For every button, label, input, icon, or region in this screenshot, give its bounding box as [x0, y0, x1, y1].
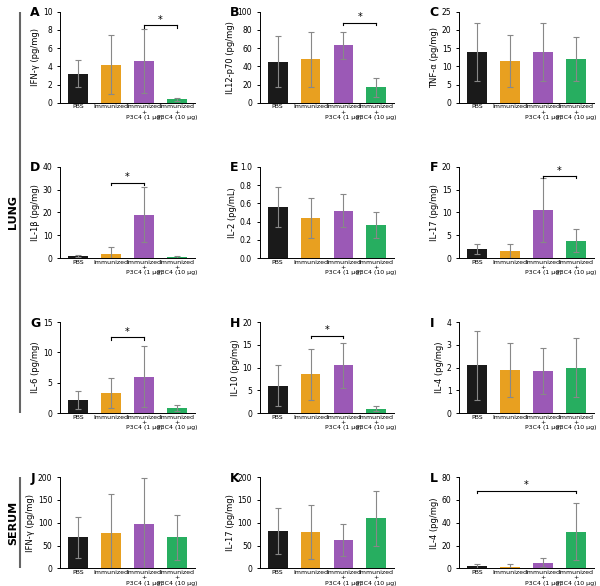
- Y-axis label: IL-1β (pg/mg): IL-1β (pg/mg): [31, 184, 40, 241]
- Bar: [566, 59, 586, 103]
- Y-axis label: IFN-γ (pg/mg): IFN-γ (pg/mg): [26, 494, 35, 552]
- Text: *: *: [158, 15, 163, 25]
- Bar: [334, 365, 353, 413]
- Bar: [301, 532, 320, 568]
- Bar: [500, 370, 520, 413]
- Bar: [533, 563, 553, 568]
- Text: *: *: [125, 172, 130, 182]
- Bar: [101, 254, 121, 258]
- Bar: [500, 251, 520, 258]
- Bar: [334, 540, 353, 568]
- Text: *: *: [358, 12, 362, 22]
- Bar: [268, 207, 287, 258]
- Bar: [134, 215, 154, 258]
- Bar: [467, 566, 487, 568]
- Bar: [268, 531, 287, 568]
- Y-axis label: IL-4 (pg/mg): IL-4 (pg/mg): [430, 497, 439, 548]
- Y-axis label: TNF-α (pg/mg): TNF-α (pg/mg): [430, 27, 439, 88]
- Bar: [167, 257, 187, 258]
- Y-axis label: IL-2 (pg/mL): IL-2 (pg/mL): [228, 187, 237, 238]
- Text: C: C: [430, 6, 439, 19]
- Text: *: *: [125, 327, 130, 337]
- Bar: [101, 393, 121, 413]
- Bar: [167, 537, 187, 568]
- Text: I: I: [430, 316, 434, 329]
- Text: J: J: [31, 472, 35, 485]
- Text: A: A: [31, 6, 40, 19]
- Y-axis label: IL12-p70 (pg/mg): IL12-p70 (pg/mg): [226, 21, 235, 94]
- Bar: [467, 365, 487, 413]
- Bar: [68, 74, 88, 103]
- Bar: [566, 367, 586, 413]
- Bar: [268, 386, 287, 413]
- Bar: [167, 100, 187, 103]
- Bar: [134, 524, 154, 568]
- Bar: [334, 211, 353, 258]
- Bar: [134, 61, 154, 103]
- Bar: [367, 408, 386, 413]
- Bar: [68, 537, 88, 568]
- Text: *: *: [557, 165, 562, 176]
- Bar: [533, 371, 553, 413]
- Y-axis label: IL-17 (pg/mg): IL-17 (pg/mg): [430, 184, 439, 241]
- Bar: [134, 377, 154, 413]
- Bar: [533, 210, 553, 258]
- Text: D: D: [31, 161, 41, 175]
- Bar: [566, 241, 586, 258]
- Bar: [301, 374, 320, 413]
- Text: *: *: [524, 481, 529, 490]
- Y-axis label: IFN-γ (pg/mg): IFN-γ (pg/mg): [31, 28, 40, 86]
- Bar: [566, 532, 586, 568]
- Text: G: G: [31, 316, 41, 329]
- Y-axis label: IL-4 (pg/mg): IL-4 (pg/mg): [435, 342, 444, 393]
- Text: L: L: [430, 472, 437, 485]
- Bar: [367, 518, 386, 568]
- Bar: [500, 61, 520, 103]
- Text: H: H: [230, 316, 240, 329]
- Text: F: F: [430, 161, 438, 175]
- Bar: [533, 52, 553, 103]
- Y-axis label: IL-10 (pg/mg): IL-10 (pg/mg): [230, 339, 239, 396]
- Bar: [167, 408, 187, 413]
- Bar: [268, 62, 287, 103]
- Bar: [301, 59, 320, 103]
- Bar: [101, 533, 121, 568]
- Bar: [68, 400, 88, 413]
- Text: K: K: [230, 472, 239, 485]
- Text: LUNG: LUNG: [8, 196, 18, 230]
- Text: *: *: [325, 325, 329, 335]
- Bar: [101, 64, 121, 103]
- Text: B: B: [230, 6, 239, 19]
- Bar: [467, 249, 487, 258]
- Bar: [301, 218, 320, 258]
- Text: E: E: [230, 161, 238, 175]
- Text: SERUM: SERUM: [8, 500, 18, 545]
- Bar: [367, 225, 386, 258]
- Bar: [500, 567, 520, 568]
- Y-axis label: IL-6 (pg/mg): IL-6 (pg/mg): [31, 342, 40, 393]
- Bar: [367, 87, 386, 103]
- Bar: [467, 52, 487, 103]
- Bar: [68, 256, 88, 258]
- Y-axis label: IL-17 (pg/mg): IL-17 (pg/mg): [226, 495, 235, 551]
- Bar: [334, 46, 353, 103]
